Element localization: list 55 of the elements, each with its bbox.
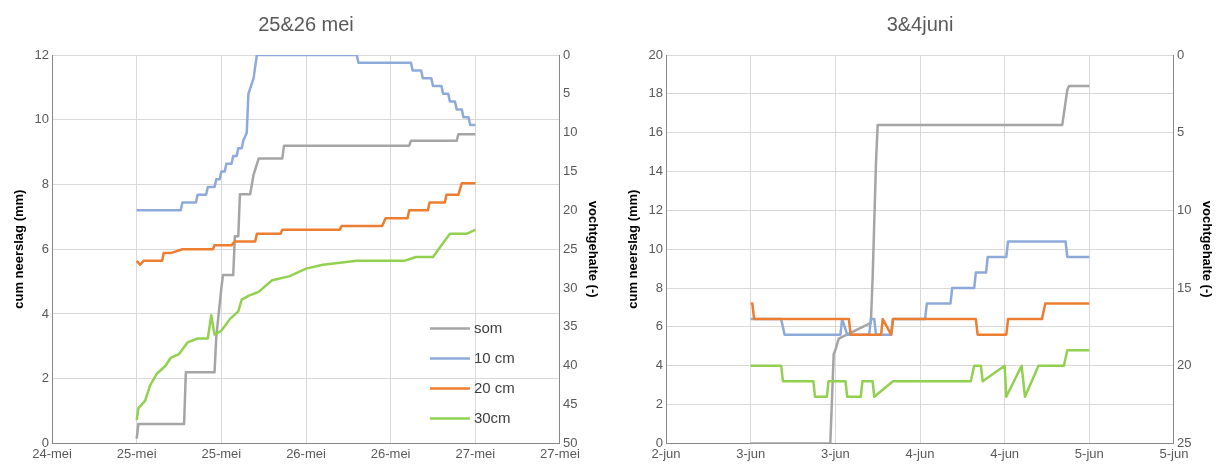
y2-tick-label: 25 [562, 240, 578, 256]
y-axis-title: cum neerslag (mm) [625, 189, 641, 309]
y2-tick-label: 10 [1176, 201, 1192, 217]
y-tick-label: 12 [34, 46, 50, 62]
y2-tick-label: 50 [562, 434, 578, 450]
y2-tick-label: 10 [562, 124, 578, 140]
y2-tick-label: 40 [562, 357, 578, 373]
y2-tick-label: 0 [1176, 46, 1185, 62]
y-tick-label: 16 [648, 124, 664, 140]
y2-axis-title: vochtgehalte (-) [585, 200, 601, 298]
y2-axis-title: vochtgehalte (-) [1199, 200, 1215, 298]
x-tick-label: 26-mei [370, 445, 411, 461]
y-tick-label: 14 [648, 163, 664, 179]
y-tick-label: 20 [648, 46, 664, 62]
x-tick-label: 5-jun [1074, 445, 1104, 461]
y2-tick-label: 20 [562, 201, 578, 217]
y2-tick-label: 30 [562, 279, 578, 295]
legend-label: 10 cm [473, 348, 515, 366]
y2-tick-label: 35 [562, 318, 578, 334]
y-tick-label: 6 [41, 240, 50, 256]
x-tick-label: 25-mei [116, 445, 157, 461]
y2-tick-label: 5 [562, 85, 571, 101]
y2-tick-label: 20 [1176, 357, 1192, 373]
y2-tick-label: 25 [1176, 434, 1192, 450]
legend-label: 30cm [473, 408, 511, 426]
y-tick-label: 10 [34, 111, 50, 127]
y2-tick-label: 45 [562, 396, 578, 412]
x-tick-label: 26-mei [286, 445, 326, 461]
y2-tick-label: 0 [562, 46, 571, 62]
chart-title: 25&26 mei [258, 12, 354, 35]
y-tick-label: 4 [41, 305, 50, 321]
x-tick-label: 27-mei [455, 445, 496, 461]
y-tick-label: 4 [655, 357, 664, 373]
y-tick-label: 18 [648, 85, 664, 101]
y-tick-label: 10 [648, 240, 664, 256]
y-tick-label: 0 [41, 434, 50, 450]
x-tick-label: 25-mei [201, 445, 242, 461]
y-tick-label: 12 [648, 201, 664, 217]
y-tick-label: 2 [655, 396, 664, 412]
legend-label: som [473, 318, 503, 336]
y-tick-label: 0 [655, 434, 664, 450]
x-tick-label: 4-jun [990, 445, 1020, 461]
y2-tick-label: 15 [1176, 279, 1192, 295]
x-tick-label: 4-jun [905, 445, 935, 461]
y2-tick-label: 15 [562, 163, 578, 179]
y2-tick-label: 5 [1176, 124, 1185, 140]
y-tick-label: 2 [41, 370, 50, 386]
y-tick-label: 8 [41, 176, 50, 192]
x-tick-label: 3-jun [736, 445, 766, 461]
chart-title: 3&4juni [886, 12, 954, 35]
y-tick-label: 8 [655, 279, 664, 295]
y-axis-title: cum neerslag (mm) [11, 189, 27, 309]
x-tick-label: 3-jun [820, 445, 850, 461]
y-tick-label: 6 [655, 318, 664, 334]
legend-label: 20 cm [473, 378, 515, 396]
